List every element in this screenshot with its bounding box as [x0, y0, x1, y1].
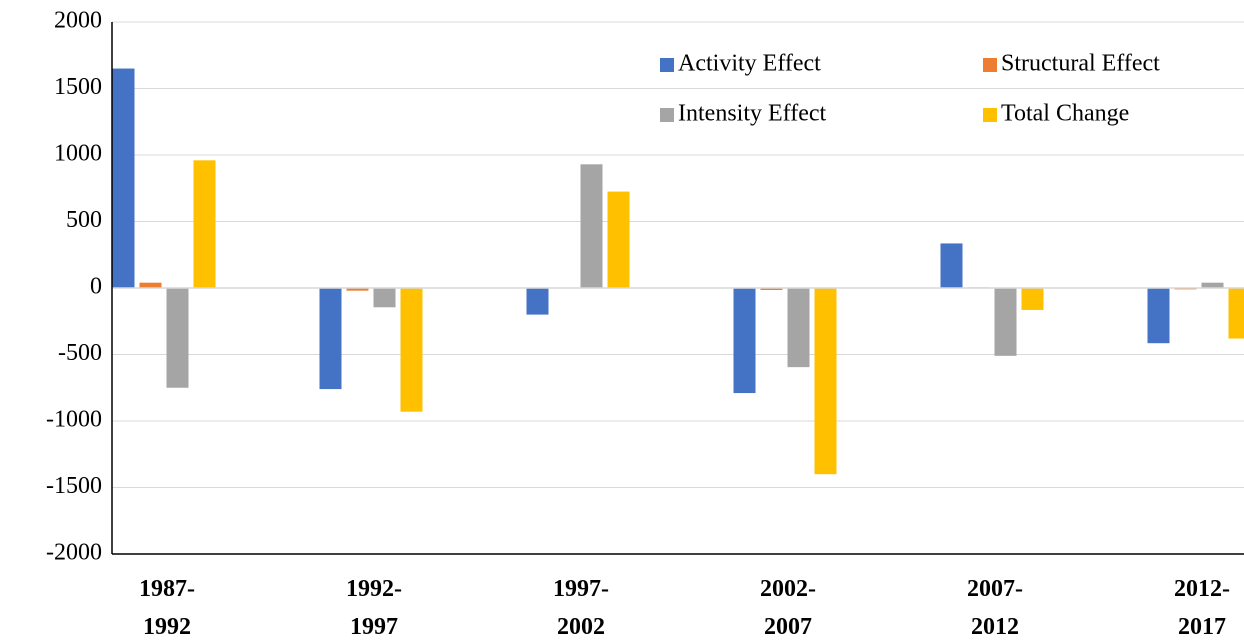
bar [994, 288, 1017, 356]
x-tick-label: 1992-1997 [346, 576, 402, 640]
y-tick-label: -1500 [46, 473, 102, 499]
y-tick-label: 1000 [54, 141, 102, 167]
legend-label: Total Change [1001, 101, 1129, 127]
bar [373, 288, 396, 308]
y-tick-label: 2000 [54, 8, 102, 34]
bar [112, 68, 135, 288]
bar [526, 288, 549, 315]
bar [1147, 288, 1170, 344]
bar [166, 288, 189, 388]
legend-label: Structural Effect [1001, 51, 1160, 77]
legend-label: Activity Effect [678, 51, 821, 77]
bar [1021, 288, 1044, 310]
bar [400, 288, 423, 412]
bar [787, 288, 810, 368]
y-tick-label: 1500 [54, 74, 102, 100]
y-tick-label: 0 [90, 274, 102, 300]
y-tick-label: 500 [66, 207, 102, 233]
bar [193, 160, 216, 288]
bar [580, 164, 603, 288]
bar [319, 288, 342, 390]
bar [607, 191, 630, 288]
x-tick-label: 2007-2012 [967, 576, 1023, 640]
legend-swatch [983, 58, 997, 72]
legend-swatch [660, 58, 674, 72]
x-tick-label: 1997-2002 [553, 576, 609, 640]
bar [139, 282, 162, 288]
y-tick-label: -1000 [46, 407, 102, 433]
y-tick-label: -2000 [46, 540, 102, 566]
y-tick-label: -500 [58, 340, 102, 366]
legend-label: Intensity Effect [678, 101, 827, 127]
bar [1201, 282, 1224, 288]
bar [760, 288, 783, 290]
legend-swatch [983, 108, 997, 122]
bar [940, 243, 963, 288]
x-tick-label: 1987-1992 [139, 576, 195, 640]
bar [346, 288, 369, 291]
legend-swatch [660, 108, 674, 122]
bar [1228, 288, 1244, 339]
x-tick-label: 2012-2017 [1174, 576, 1230, 640]
bar [814, 288, 837, 475]
bar [733, 288, 756, 394]
x-tick-label: 2002-2007 [760, 576, 816, 640]
